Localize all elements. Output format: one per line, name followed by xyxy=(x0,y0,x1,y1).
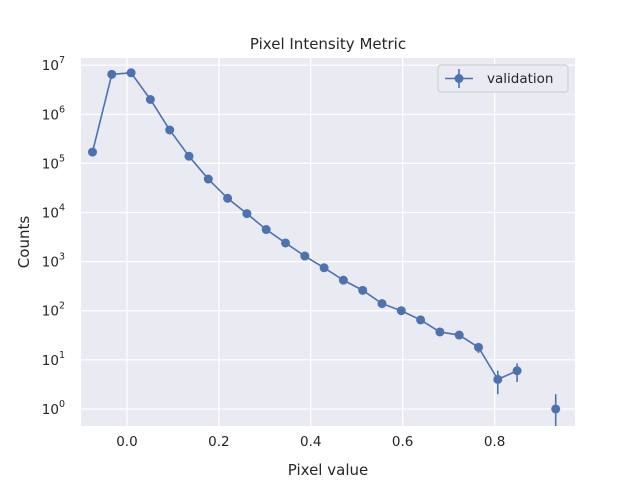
x-tick-label: 0.6 xyxy=(392,434,413,450)
data-point xyxy=(338,275,348,285)
y-tick-label: 103 xyxy=(42,252,65,271)
data-point xyxy=(358,285,368,295)
y-tick-label: 102 xyxy=(42,301,65,320)
y-tick-exponent: 6 xyxy=(59,104,65,115)
legend-point-marker xyxy=(454,74,464,83)
plot-area xyxy=(81,58,575,426)
y-tick-base: 10 xyxy=(42,402,59,418)
data-point xyxy=(454,330,464,340)
y-tick-exponent: 4 xyxy=(59,203,65,214)
x-tick-label: 0.0 xyxy=(116,434,137,450)
y-tick-label: 107 xyxy=(42,55,65,74)
series-point-1 xyxy=(551,394,561,426)
y-tick-exponent: 5 xyxy=(59,153,65,164)
data-point xyxy=(107,69,117,79)
y-tick-label: 106 xyxy=(42,104,65,123)
y-tick-label: 104 xyxy=(42,203,65,222)
y-tick-base: 10 xyxy=(42,206,59,222)
data-point xyxy=(493,374,503,384)
series-layer xyxy=(87,68,561,426)
y-tick-exponent: 2 xyxy=(59,301,65,312)
chart-title: Pixel Intensity Metric xyxy=(250,35,406,53)
x-tick-label: 0.4 xyxy=(300,434,321,450)
data-point xyxy=(280,238,290,248)
y-tick-base: 10 xyxy=(42,304,59,320)
y-tick-label: 101 xyxy=(42,350,65,369)
x-tick-label: 0.8 xyxy=(484,434,505,450)
data-point xyxy=(319,263,329,273)
y-tick-exponent: 1 xyxy=(59,350,65,361)
x-axis-label: Pixel value xyxy=(288,461,368,479)
data-point xyxy=(551,404,561,414)
data-point xyxy=(87,147,97,157)
y-tick-base: 10 xyxy=(42,353,59,369)
data-point xyxy=(223,193,233,203)
legend-label-validation: validation xyxy=(487,71,553,87)
y-tick-base: 10 xyxy=(42,156,59,172)
data-point xyxy=(512,366,522,376)
legend-box xyxy=(437,64,569,93)
y-tick-base: 10 xyxy=(42,107,59,123)
data-point xyxy=(126,68,136,78)
data-point xyxy=(473,342,483,352)
data-point xyxy=(300,251,310,261)
data-point xyxy=(165,125,175,135)
data-point xyxy=(261,225,271,235)
y-axis-label: Counts xyxy=(15,216,33,269)
y-tick-base: 10 xyxy=(42,58,59,74)
data-point xyxy=(242,209,252,219)
x-tick-label: 0.2 xyxy=(208,434,229,450)
x-axis-ticks: 0.0 0.2 0.4 0.6 0.8 xyxy=(116,434,505,450)
data-point xyxy=(416,315,426,325)
series-validation xyxy=(87,68,522,395)
data-point xyxy=(435,327,445,337)
data-point xyxy=(377,299,387,309)
y-tick-exponent: 7 xyxy=(59,55,65,66)
data-point xyxy=(396,306,406,316)
y-tick-base: 10 xyxy=(42,255,59,271)
data-point xyxy=(203,174,213,184)
data-point xyxy=(145,95,155,105)
y-tick-label: 100 xyxy=(42,399,65,418)
y-tick-exponent: 3 xyxy=(59,252,65,263)
y-tick-exponent: 0 xyxy=(59,399,65,410)
data-point xyxy=(184,151,194,161)
legend: validation xyxy=(437,64,569,93)
y-tick-label: 105 xyxy=(42,153,65,172)
